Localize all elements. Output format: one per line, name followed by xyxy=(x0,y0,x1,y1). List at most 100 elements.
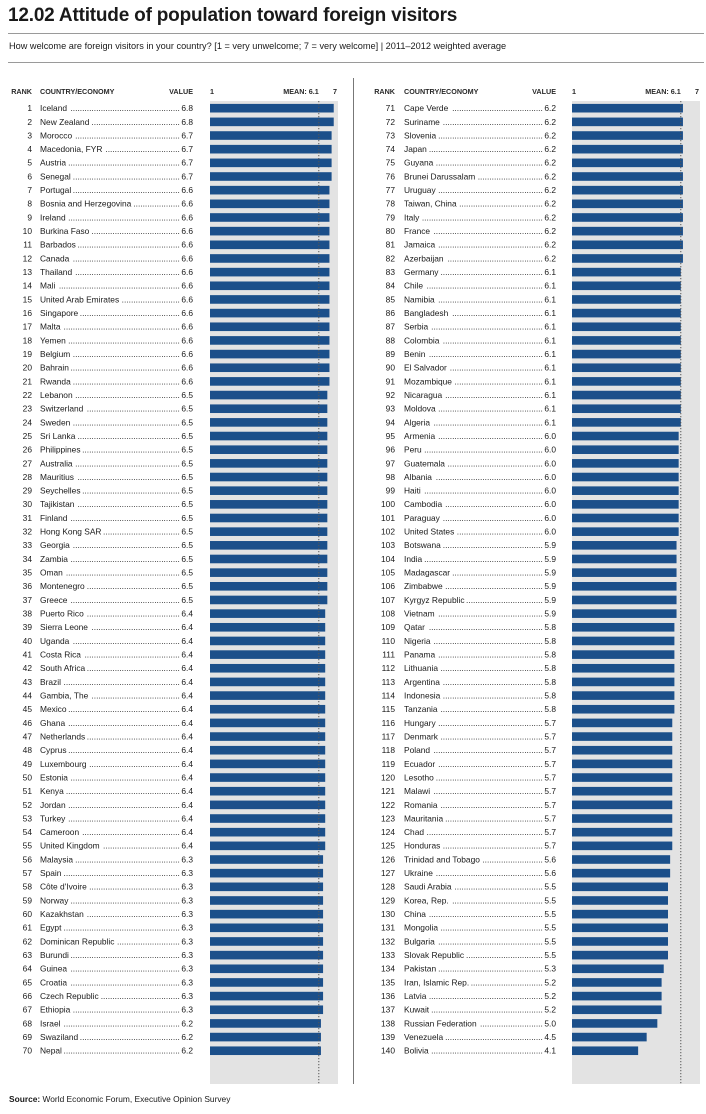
country-label: Egypt xyxy=(40,923,62,933)
rank-label: 53 xyxy=(23,813,33,823)
rank-label: 39 xyxy=(23,622,33,632)
dot-leader: ...................................... xyxy=(91,226,179,236)
value-label: 6.6 xyxy=(181,294,193,304)
dot-leader: ...................................... xyxy=(454,376,542,386)
rank-label: 74 xyxy=(386,144,396,154)
rank-label: 17 xyxy=(23,322,33,332)
dot-leader: ........................................ xyxy=(87,731,180,741)
value-label: 6.2 xyxy=(544,185,556,195)
bar xyxy=(572,363,681,373)
dot-leader: ........................................… xyxy=(445,499,543,509)
value-label: 5.8 xyxy=(544,650,556,660)
dot-leader: ........................................… xyxy=(438,964,543,974)
rank-label: 116 xyxy=(382,718,396,728)
value-label: 6.0 xyxy=(544,499,556,509)
rank-label: 35 xyxy=(23,568,33,578)
bar xyxy=(210,568,328,577)
rank-label: 139 xyxy=(381,1032,395,1042)
bar xyxy=(210,636,326,646)
bar xyxy=(572,622,675,632)
value-label: 5.6 xyxy=(544,868,556,878)
value-label: 6.7 xyxy=(181,144,193,154)
rank-label: 85 xyxy=(386,294,396,304)
bar xyxy=(572,937,668,946)
rank-label: 111 xyxy=(382,650,395,660)
dot-leader: ........................................… xyxy=(431,1046,543,1056)
rank-label: 88 xyxy=(386,335,396,345)
dot-leader: ........................................… xyxy=(66,786,180,796)
bar xyxy=(210,622,326,632)
bar xyxy=(210,800,326,810)
country-label: Guinea xyxy=(40,964,67,974)
dot-leader: ...................................... xyxy=(454,882,542,892)
value-label: 6.5 xyxy=(181,431,193,441)
rank-label: 94 xyxy=(386,417,396,427)
bar xyxy=(210,978,324,987)
bar xyxy=(210,404,328,414)
dot-leader: ........................................… xyxy=(70,513,179,523)
country-label: United Arab Emirates xyxy=(40,294,119,304)
rank-label: 8 xyxy=(27,199,32,209)
dot-leader: ........................................… xyxy=(438,431,543,441)
dot-leader: ........................................… xyxy=(440,800,542,810)
rank-label: 9 xyxy=(27,212,32,222)
country-label: Hong Kong SAR xyxy=(40,527,101,537)
country-label: Serbia xyxy=(404,322,429,332)
bar xyxy=(572,691,675,700)
dot-leader: ........................................… xyxy=(77,499,179,509)
dot-leader: ........................................… xyxy=(429,622,543,632)
bar xyxy=(210,1019,321,1028)
dot-leader: ........................................… xyxy=(68,158,180,168)
country-label: Brunei Darussalam xyxy=(404,171,475,181)
rank-label: 121 xyxy=(381,786,395,796)
bar xyxy=(210,582,328,591)
value-label: 6.1 xyxy=(544,417,556,427)
bar xyxy=(210,1046,321,1056)
bar xyxy=(210,855,324,864)
country-label: Bosnia and Herzegovina xyxy=(40,199,132,209)
rank-label: 12 xyxy=(23,253,33,263)
value-label: 6.3 xyxy=(181,895,193,905)
bar xyxy=(210,882,324,892)
value-label: 5.3 xyxy=(544,964,556,974)
bar xyxy=(210,131,332,140)
bar xyxy=(210,1005,324,1015)
page-title: 12.02 Attitude of population toward fore… xyxy=(8,5,458,26)
header-scale-max: 7 xyxy=(333,87,337,96)
bar xyxy=(210,745,326,755)
rank-label: 117 xyxy=(382,731,396,741)
rank-label: 18 xyxy=(23,335,33,345)
dot-leader: ................................ xyxy=(105,144,179,154)
dot-leader: ........................................… xyxy=(64,1018,180,1028)
rank-label: 73 xyxy=(386,130,396,140)
source-note: Source: World Economic Forum, Executive … xyxy=(9,1094,230,1104)
rank-label: 37 xyxy=(23,595,33,605)
dot-leader: ..................................... xyxy=(457,527,543,537)
country-label: Mali xyxy=(40,281,55,291)
column-divider xyxy=(353,78,354,1084)
rank-label: 60 xyxy=(23,909,33,919)
country-label: Azerbaijan xyxy=(404,253,444,263)
rank-label: 14 xyxy=(23,281,33,291)
rank-label: 129 xyxy=(381,895,395,905)
country-label: Malta xyxy=(40,322,61,332)
value-label: 5.7 xyxy=(544,827,556,837)
dot-leader: ........................................ xyxy=(87,909,180,919)
rank-label: 118 xyxy=(382,745,396,755)
value-label: 5.8 xyxy=(544,663,556,673)
rank-label: 106 xyxy=(381,581,395,591)
bar xyxy=(572,377,681,386)
value-label: 6.1 xyxy=(544,349,556,359)
value-label: 5.2 xyxy=(544,991,556,1001)
value-label: 6.3 xyxy=(181,868,193,878)
bar xyxy=(572,226,683,236)
rank-label: 64 xyxy=(23,964,33,974)
value-label: 6.6 xyxy=(181,199,193,209)
value-label: 6.2 xyxy=(544,158,556,168)
rank-label: 7 xyxy=(27,185,32,195)
rank-label: 34 xyxy=(23,554,33,564)
dot-leader: ........................................… xyxy=(433,417,542,427)
dot-leader: ........................................… xyxy=(64,322,180,332)
rank-label: 90 xyxy=(386,363,396,373)
dot-leader: ........................................… xyxy=(433,636,542,646)
